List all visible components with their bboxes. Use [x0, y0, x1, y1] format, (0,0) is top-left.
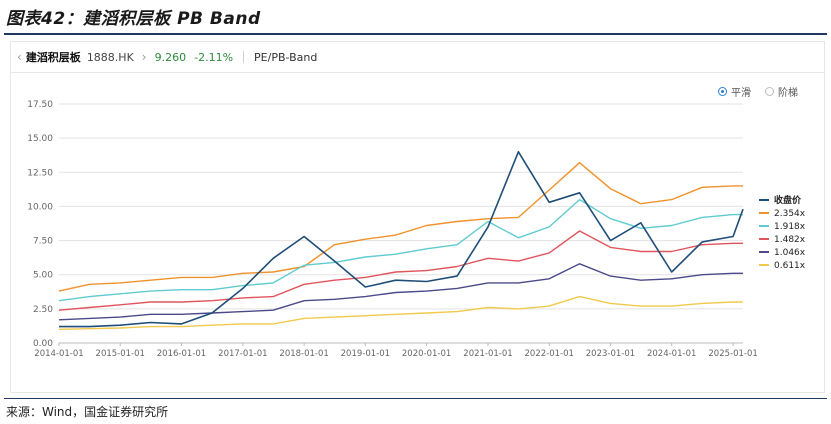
x-tick-label: 2021-01-01 [463, 349, 512, 359]
series-line-5 [58, 295, 743, 330]
source-note: 来源：Wind，国金证券研究所 [6, 405, 169, 419]
legend-label: 1.482x [774, 235, 806, 245]
y-tick-label: 15.00 [27, 134, 53, 144]
x-tick-label: 2020-01-01 [402, 349, 451, 359]
radio-smooth[interactable]: 平滑 [718, 84, 751, 99]
band-mode-label[interactable]: PE/PB-Band [254, 50, 318, 64]
radio-checked-icon [718, 87, 727, 96]
radio-unchecked-icon [765, 87, 774, 96]
y-tick-label: 12.50 [27, 168, 53, 178]
source-rule [4, 398, 827, 399]
stock-name: 建滔积层板 [25, 51, 81, 64]
legend-label: 0.611x [774, 261, 806, 271]
y-tick-label: 7.50 [33, 237, 53, 247]
stock-price: 9.260 [154, 50, 187, 64]
y-tick-label: 0.00 [33, 339, 53, 349]
radio-smooth-label: 平滑 [731, 88, 751, 99]
y-tick-label: 2.50 [33, 305, 53, 315]
title-rule [4, 33, 827, 35]
series-line-3 [58, 230, 743, 311]
chart-panel: ‹ 建滔积层板 1888.HK › 9.260 -2.11% PE/PB-Ban… [10, 41, 825, 393]
x-tick-label: 2014-01-01 [34, 349, 83, 359]
x-tick-label: 2016-01-01 [157, 349, 206, 359]
radio-step[interactable]: 阶梯 [765, 84, 798, 99]
x-tick-label: 2025-01-01 [708, 349, 757, 359]
y-tick-label: 10.00 [27, 202, 53, 212]
toolbar-divider [243, 51, 245, 63]
stock-toolbar: ‹ 建滔积层板 1888.HK › 9.260 -2.11% PE/PB-Ban… [11, 42, 824, 73]
x-tick-label: 2023-01-01 [586, 349, 635, 359]
figure-title: 图表42：建滔积层板 PB Band [6, 9, 261, 29]
chevron-left-icon[interactable]: ‹ [17, 50, 22, 64]
pb-band-chart: 0.00 2.50 5.00 7.50 10.00 12.50 15.00 17.50 2014… [27, 100, 806, 359]
stock-code: 1888.HK [86, 50, 134, 64]
series-line-1 [58, 161, 743, 292]
legend-label: 1.918x [774, 222, 806, 232]
display-options: 平滑 阶梯 [718, 84, 798, 99]
y-tick-label: 5.00 [33, 271, 53, 281]
series-line-0 [59, 151, 744, 328]
legend-label: 2.354x [774, 209, 806, 219]
legend-label: 收盘价 [774, 194, 802, 206]
x-tick-label: 2022-01-01 [525, 349, 574, 359]
legend-label: 1.046x [774, 248, 806, 258]
x-tick-label: 2015-01-01 [96, 349, 145, 359]
radio-step-label: 阶梯 [778, 88, 798, 99]
x-tick-label: 2017-01-01 [218, 349, 267, 359]
stock-change: -2.11% [194, 50, 234, 64]
series-line-2 [58, 198, 743, 302]
y-tick-label: 17.50 [27, 100, 53, 110]
series-line-4 [58, 263, 743, 321]
x-tick-label: 2019-01-01 [341, 349, 390, 359]
chevron-right-icon[interactable]: › [141, 50, 147, 64]
x-tick-label: 2024-01-01 [647, 349, 696, 359]
x-tick-label: 2018-01-01 [279, 349, 328, 359]
